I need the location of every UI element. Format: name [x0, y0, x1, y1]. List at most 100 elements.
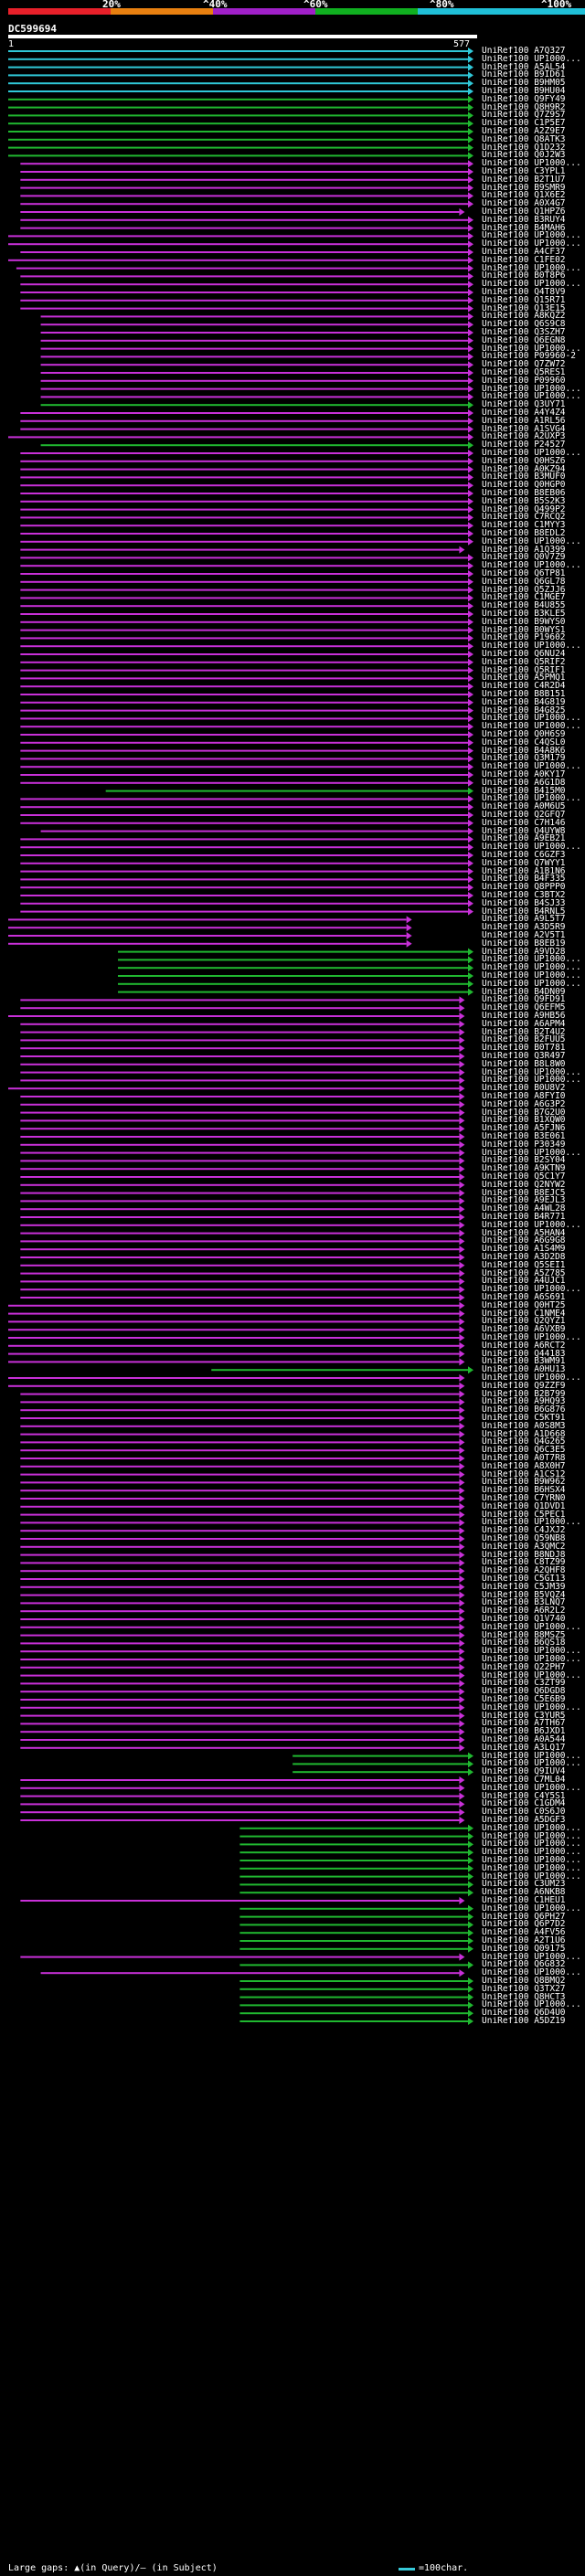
hit-id-link[interactable]: UniRef100_UP1000... [482, 979, 581, 988]
hit-id-link[interactable]: UniRef100_UP1000... [482, 1670, 581, 1680]
hit-id-link[interactable]: UniRef100_Q1DVD1 [482, 1501, 566, 1511]
hit-id-link[interactable]: UniRef100_UP1000... [482, 449, 581, 457]
hit-id-link[interactable]: UniRef100_Q7WYY1 [482, 858, 566, 867]
hit-id-link[interactable]: UniRef100_Q8ATK3 [482, 134, 566, 143]
hit-id-link[interactable]: UniRef100_B8L8W0 [482, 1059, 566, 1068]
hit-id-link[interactable]: UniRef100_A4UJC1 [482, 1277, 566, 1286]
hit-id-link[interactable]: UniRef100_C7RCQ2 [482, 513, 566, 522]
hit-id-link[interactable]: UniRef100_C1MYY3 [482, 521, 566, 530]
hit-id-link[interactable]: UniRef100_C4Y5S1 [482, 1791, 566, 1800]
hit-id-link[interactable]: UniRef100_Q6PH27 [482, 1912, 566, 1921]
hit-id-link[interactable]: UniRef100_B9ID61 [482, 70, 566, 80]
hit-id-link[interactable]: UniRef100_UP1000... [482, 1871, 581, 1881]
hit-id-link[interactable]: UniRef100_Q0HT25 [482, 1300, 566, 1309]
hit-id-link[interactable]: UniRef100_A4CF37 [482, 248, 566, 256]
hit-id-link[interactable]: UniRef100_UP1000... [482, 561, 581, 570]
hit-id-link[interactable]: UniRef100_B1XQW0 [482, 1116, 566, 1125]
hit-id-link[interactable]: UniRef100_UP1000... [482, 239, 581, 249]
hit-id-link[interactable]: UniRef100_B4R771 [482, 1213, 566, 1221]
hit-id-link[interactable]: UniRef100_A5AL54 [482, 62, 566, 71]
hit-id-link[interactable]: UniRef100_Q15R71 [482, 295, 566, 304]
hit-id-link[interactable]: UniRef100_Q2NYW2 [482, 1180, 566, 1189]
hit-id-link[interactable]: UniRef100_UP1000... [482, 1848, 581, 1857]
hit-id-link[interactable]: UniRef100_Q5RIF1 [482, 665, 566, 674]
hit-id-link[interactable]: UniRef100_UP1000... [482, 1839, 581, 1849]
hit-id-link[interactable]: UniRef100_Q0J2W3 [482, 151, 566, 160]
hit-id-link[interactable]: UniRef100_A1S4M9 [482, 1245, 566, 1254]
hit-id-link[interactable]: UniRef100_Q0H6S9 [482, 730, 566, 738]
hit-id-link[interactable]: UniRef100_UP1000... [482, 280, 581, 289]
hit-id-link[interactable]: UniRef100_P30349 [482, 1140, 566, 1149]
hit-id-link[interactable]: UniRef100_UP1000... [482, 392, 581, 401]
hit-id-link[interactable]: UniRef100_B3MUF0 [482, 472, 566, 482]
hit-id-link[interactable]: UniRef100_A5PMQ1 [482, 673, 566, 683]
hit-id-link[interactable]: UniRef100_Q5RES1 [482, 368, 566, 376]
hit-id-link[interactable]: UniRef100_UP1000... [482, 722, 581, 731]
hit-id-link[interactable]: UniRef100_B3LNQ7 [482, 1598, 566, 1607]
hit-id-link[interactable]: UniRef100_B2FUU5 [482, 1035, 566, 1044]
hit-id-link[interactable]: UniRef100_C1NME4 [482, 1309, 566, 1318]
hit-id-link[interactable]: UniRef100_B4F335 [482, 875, 566, 884]
hit-id-link[interactable]: UniRef100_B2T1U7 [482, 175, 566, 184]
hit-id-link[interactable]: UniRef100_A2QHF8 [482, 1566, 566, 1575]
hit-id-link[interactable]: UniRef100_B3KLE5 [482, 610, 566, 618]
hit-id-link[interactable]: UniRef100_C3ZT99 [482, 1679, 566, 1688]
hit-id-link[interactable]: UniRef100_UP1000... [482, 955, 581, 964]
hit-id-link[interactable]: UniRef100_UP1000... [482, 641, 581, 651]
hit-id-link[interactable]: UniRef100_A0KY17 [482, 770, 566, 779]
hit-id-link[interactable]: UniRef100_B6G876 [482, 1405, 566, 1415]
hit-id-link[interactable]: UniRef100_C5KT91 [482, 1414, 566, 1422]
hit-id-link[interactable]: UniRef100_B8B151 [482, 690, 566, 698]
hit-id-link[interactable]: UniRef100_B5S2K3 [482, 496, 566, 505]
hit-id-link[interactable]: UniRef100_C7H146 [482, 818, 566, 827]
hit-id-link[interactable]: UniRef100_B0U8V2 [482, 1084, 566, 1093]
hit-id-link[interactable]: UniRef100_UP1000... [482, 1148, 581, 1157]
hit-id-link[interactable]: UniRef100_C7ML04 [482, 1776, 566, 1784]
hit-id-link[interactable]: UniRef100_B6JXD1 [482, 1727, 566, 1736]
hit-id-link[interactable]: UniRef100_Q6G832 [482, 1960, 566, 1969]
hit-id-link[interactable]: UniRef100_UP1000... [482, 54, 581, 63]
hit-id-link[interactable]: UniRef100_Q499P2 [482, 504, 566, 514]
hit-id-link[interactable]: UniRef100_Q5ZJJ6 [482, 585, 566, 594]
hit-id-link[interactable]: UniRef100_A2Z9E7 [482, 127, 566, 135]
hit-id-link[interactable]: UniRef100_UP1000... [482, 1783, 581, 1792]
hit-id-link[interactable]: UniRef100_UP1000... [482, 1823, 581, 1832]
hit-id-link[interactable]: UniRef100_Q2QYZ1 [482, 1317, 566, 1326]
hit-id-link[interactable]: UniRef100_A1RL56 [482, 416, 566, 425]
hit-id-link[interactable]: UniRef100_A6RCT2 [482, 1341, 566, 1350]
hit-id-link[interactable]: UniRef100_B3E061 [482, 1132, 566, 1140]
hit-id-link[interactable]: UniRef100_B7G2U0 [482, 1108, 566, 1117]
hit-id-link[interactable]: UniRef100_UP1000... [482, 1952, 581, 1961]
hit-id-link[interactable]: UniRef100_A6APM4 [482, 1019, 566, 1028]
hit-id-link[interactable]: UniRef100_Q4T8V9 [482, 288, 566, 296]
hit-id-link[interactable]: UniRef100_B4RNL5 [482, 906, 566, 916]
hit-id-link[interactable]: UniRef100_A2T1U6 [482, 1936, 566, 1945]
hit-id-link[interactable]: UniRef100_UP1000... [482, 1067, 581, 1076]
hit-id-link[interactable]: UniRef100_A9L5T7 [482, 915, 566, 924]
hit-id-link[interactable]: UniRef100_Q6S9C8 [482, 320, 566, 329]
hit-id-link[interactable]: UniRef100_Q8HCT3 [482, 1992, 566, 2001]
hit-id-link[interactable]: UniRef100_Q8H9R2 [482, 102, 566, 111]
hit-id-link[interactable]: UniRef100_Q1HPZ6 [482, 207, 566, 216]
hit-id-link[interactable]: UniRef100_A3D2D8 [482, 1253, 566, 1261]
hit-id-link[interactable]: UniRef100_C1FE02 [482, 255, 566, 264]
hit-id-link[interactable]: UniRef100_Q7ZW72 [482, 360, 566, 369]
hit-id-link[interactable]: UniRef100_Q6C3E5 [482, 1446, 566, 1455]
hit-id-link[interactable]: UniRef100_Q2GFQ7 [482, 811, 566, 819]
hit-id-link[interactable]: UniRef100_A9EJL3 [482, 1196, 566, 1205]
hit-id-link[interactable]: UniRef100_Q6D4U0 [482, 2009, 566, 2018]
hit-id-link[interactable]: UniRef100_Q22PH7 [482, 1662, 566, 1671]
hit-id-link[interactable]: UniRef100_C5PEC1 [482, 1510, 566, 1519]
hit-id-link[interactable]: UniRef100_Q3TX27 [482, 1984, 566, 1993]
hit-id-link[interactable]: UniRef100_B6HSX4 [482, 1486, 566, 1495]
hit-id-link[interactable]: UniRef100_Q4UYW8 [482, 826, 566, 835]
hit-id-link[interactable]: UniRef100_Q0V7Z9 [482, 553, 566, 562]
hit-id-link[interactable]: UniRef100_Q6P7D2 [482, 1920, 566, 1929]
hit-id-link[interactable]: UniRef100_B4SJ33 [482, 898, 566, 907]
hit-id-link[interactable]: UniRef100_UP1000... [482, 536, 581, 546]
hit-id-link[interactable]: UniRef100_A7Q327 [482, 47, 566, 55]
hit-id-link[interactable]: UniRef100_A0M6U5 [482, 802, 566, 811]
hit-id-link[interactable]: UniRef100_UP1000... [482, 714, 581, 723]
hit-id-link[interactable]: UniRef100_Q1D232 [482, 143, 566, 152]
hit-id-link[interactable]: UniRef100_C3YPL1 [482, 167, 566, 175]
